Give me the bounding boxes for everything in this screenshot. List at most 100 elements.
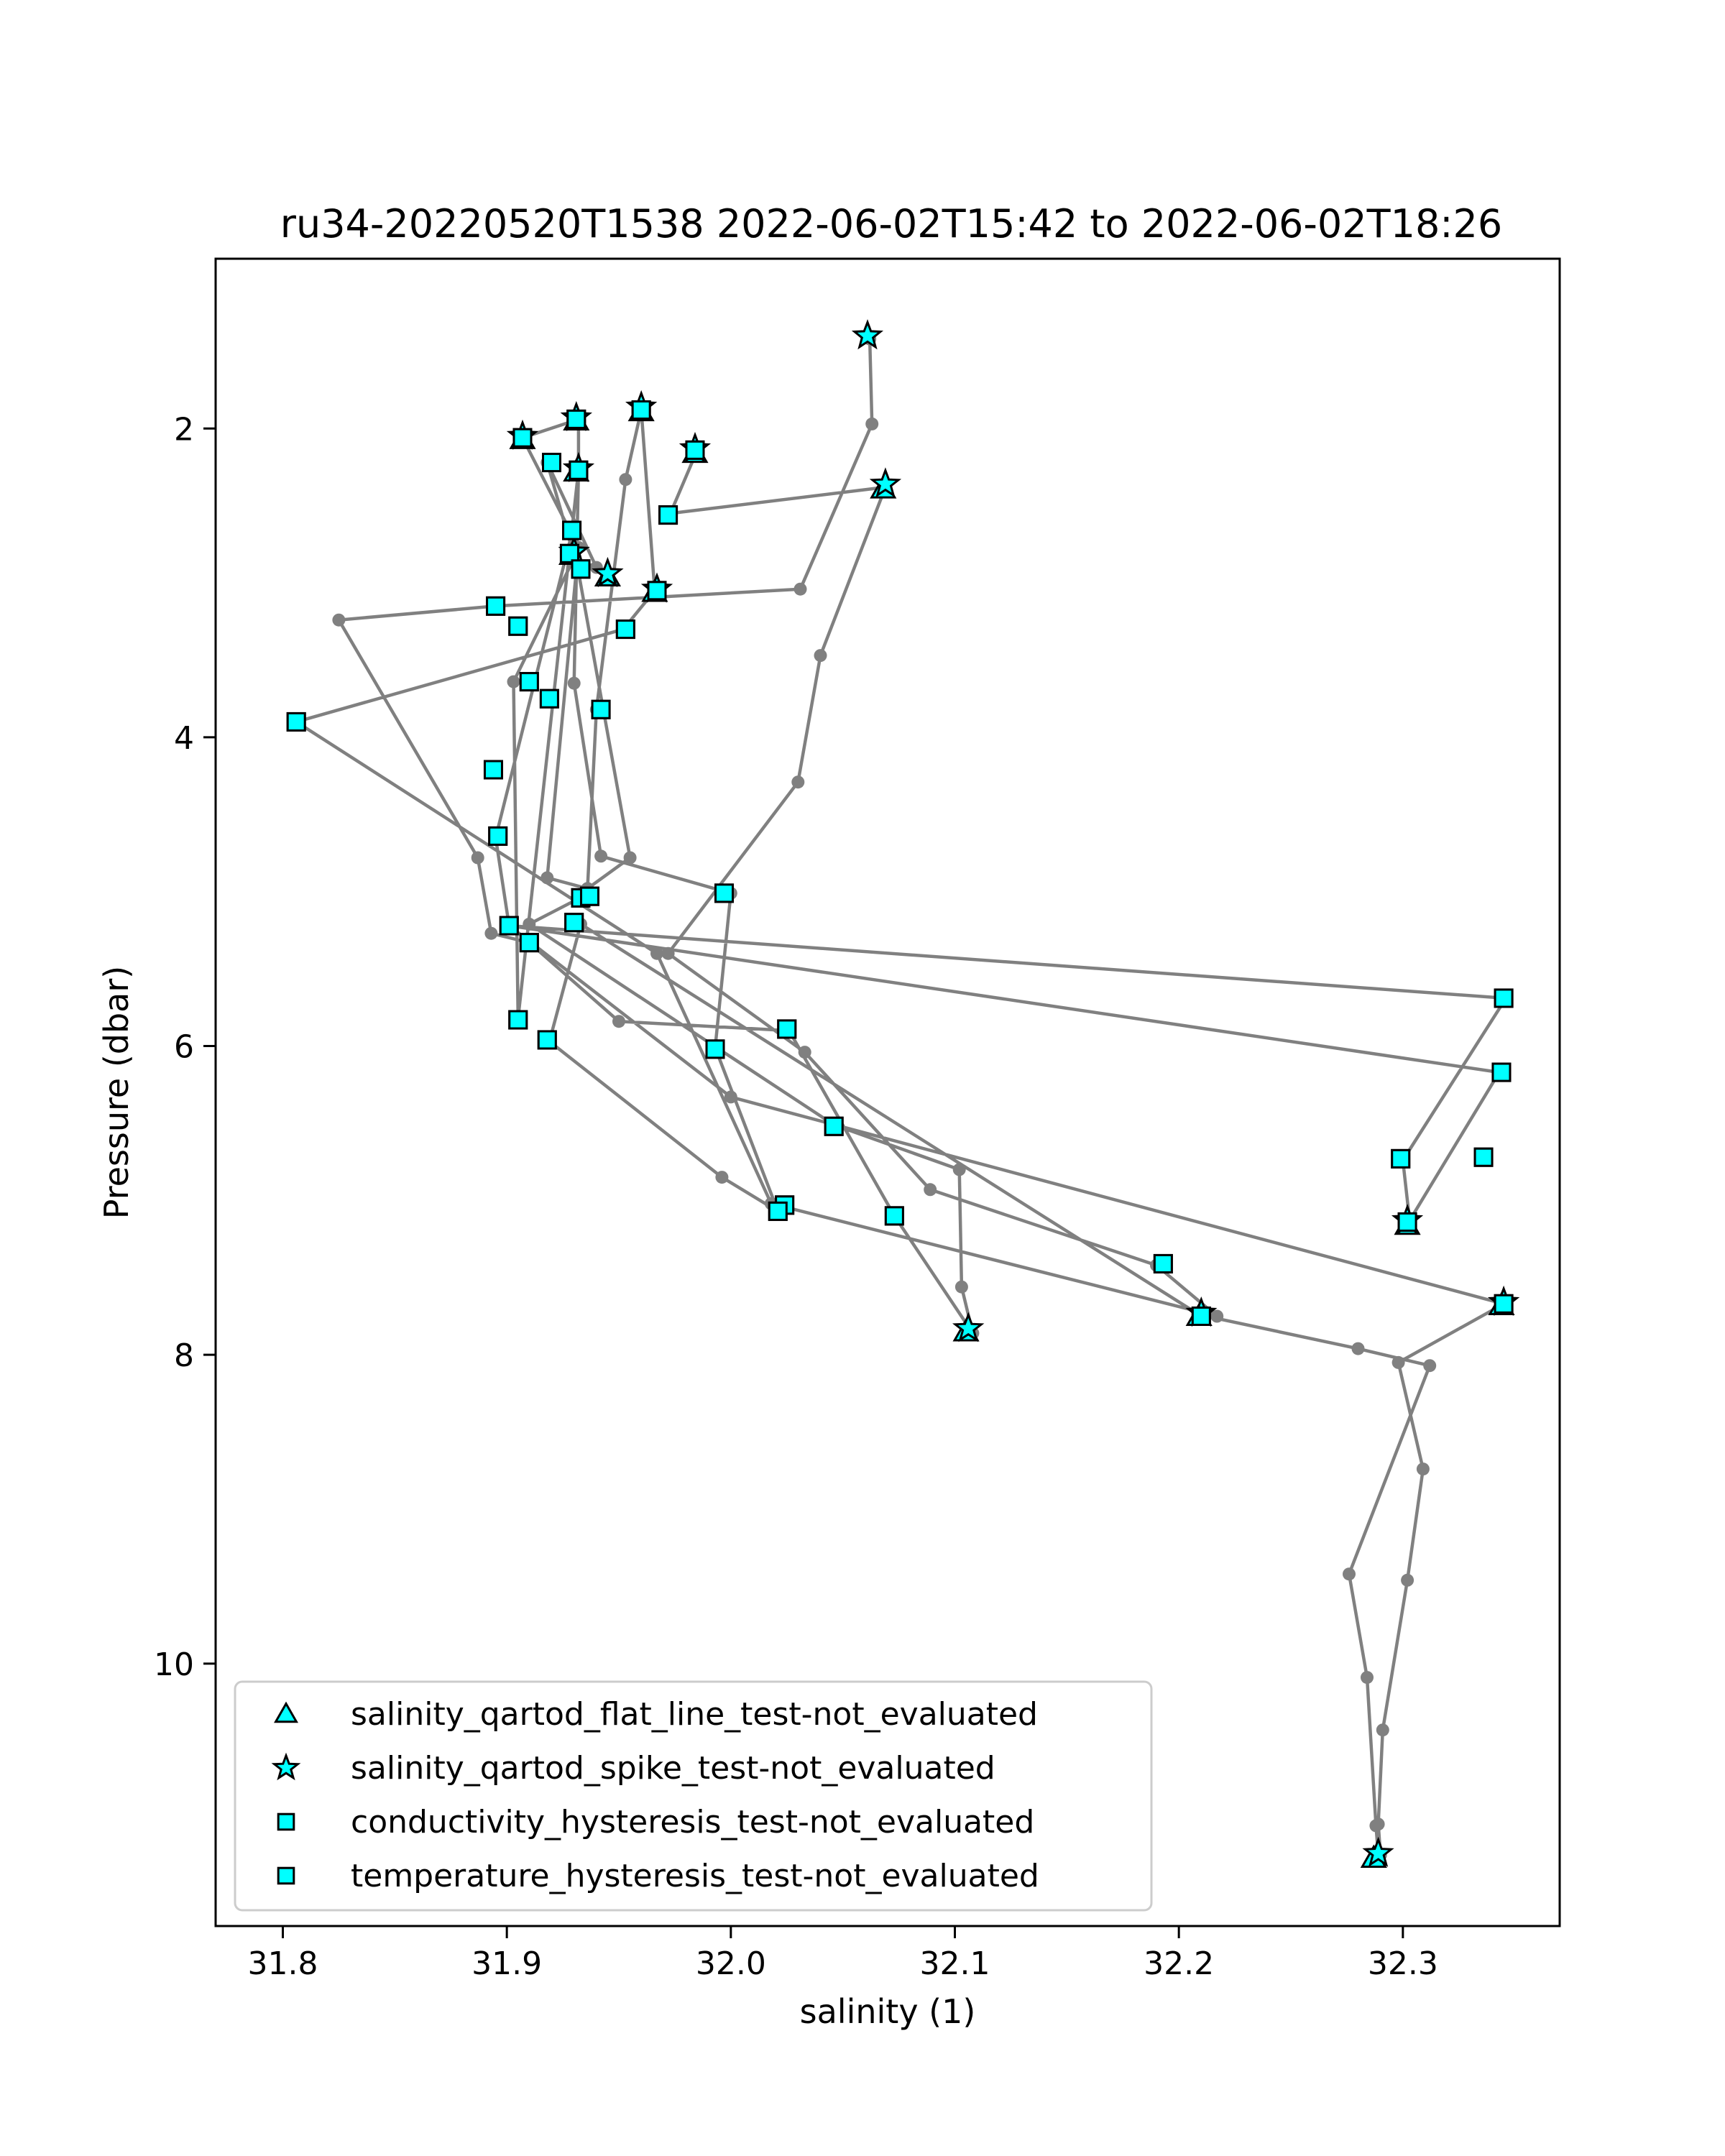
trace-point bbox=[724, 1090, 737, 1104]
series-4-point bbox=[884, 1206, 904, 1226]
plot-frame bbox=[214, 257, 1561, 1927]
legend: salinity_qartod_flat_line_test-not_evalu… bbox=[234, 1680, 1153, 1912]
trace-point bbox=[623, 851, 637, 865]
series-4-point bbox=[488, 826, 508, 846]
legend-marker bbox=[277, 1812, 295, 1831]
series-4-point bbox=[519, 933, 539, 953]
trace-point bbox=[484, 926, 498, 940]
x-axis-label: salinity (1) bbox=[800, 1992, 976, 2031]
trace-point bbox=[1351, 1342, 1365, 1355]
series-4-point bbox=[508, 616, 528, 636]
series-4-point bbox=[519, 672, 539, 692]
trace-point bbox=[567, 676, 581, 690]
trace-point bbox=[1416, 1462, 1430, 1476]
trace-point bbox=[540, 871, 554, 885]
series-4-point bbox=[685, 440, 705, 460]
series-4-point bbox=[542, 453, 561, 473]
series-4-point bbox=[1491, 1062, 1512, 1082]
series-2-point bbox=[851, 319, 884, 350]
trace-point bbox=[507, 675, 520, 688]
series-4-point bbox=[714, 883, 734, 903]
series-4-point bbox=[571, 559, 591, 579]
legend-label: salinity_qartod_spike_test-not_evaluated bbox=[351, 1750, 995, 1787]
y-tick-label: 10 bbox=[154, 1646, 194, 1683]
legend-marker bbox=[277, 1866, 295, 1885]
x-tick-label: 32.1 bbox=[920, 1945, 990, 1982]
trace-point bbox=[952, 1163, 966, 1176]
legend-entry-2: salinity_qartod_spike_test-not_evaluated bbox=[271, 1750, 995, 1787]
trace-point bbox=[954, 1280, 968, 1294]
series-4-point bbox=[768, 1201, 788, 1221]
legend-marker bbox=[271, 1752, 301, 1781]
trace-point bbox=[1392, 1355, 1405, 1369]
series-4-point bbox=[499, 916, 519, 936]
trace-point bbox=[1369, 1819, 1383, 1833]
series-2-point bbox=[1362, 1836, 1394, 1867]
series-4-point bbox=[508, 1010, 528, 1030]
trace-point bbox=[924, 1183, 937, 1197]
series-4-point bbox=[562, 520, 582, 540]
y-tick-label: 6 bbox=[174, 1029, 194, 1066]
x-tick-label: 31.9 bbox=[472, 1945, 542, 1982]
legend-label: conductivity_hysteresis_test-not_evaluat… bbox=[351, 1804, 1034, 1841]
series-4-point bbox=[512, 428, 533, 448]
series-4-point bbox=[566, 409, 586, 429]
trace-point bbox=[798, 1046, 811, 1059]
y-tick-label: 2 bbox=[174, 411, 194, 448]
trace-point bbox=[865, 417, 879, 430]
trace-point bbox=[661, 946, 675, 960]
series-4-point bbox=[569, 460, 589, 480]
axes: 31.8 31.9 32.0 32.1 32.2 32.3 2 4 6 8 10 bbox=[154, 411, 1438, 1982]
legend-entry-4: temperature_hysteresis_test-not_evaluate… bbox=[277, 1858, 1039, 1894]
series-4-point bbox=[658, 505, 678, 525]
trace-point bbox=[1401, 1573, 1414, 1587]
trace-point bbox=[612, 1015, 625, 1028]
trace-point bbox=[619, 473, 632, 487]
series-4-point bbox=[486, 596, 506, 616]
series-4-point bbox=[1191, 1306, 1211, 1326]
series-4-point bbox=[539, 688, 559, 709]
trace-point bbox=[471, 851, 484, 865]
qc-markers bbox=[286, 319, 1520, 1868]
x-tick-label: 32.2 bbox=[1144, 1945, 1214, 1982]
series-4-point bbox=[1473, 1147, 1494, 1167]
trace-point bbox=[594, 849, 608, 863]
y-tick-label: 4 bbox=[174, 720, 194, 757]
chart-title: ru34-20220520T1538 2022-06-02T15:42 to 2… bbox=[280, 201, 1502, 247]
series-4-point bbox=[1494, 1294, 1514, 1314]
series-2-point bbox=[592, 556, 624, 588]
trace-point bbox=[1361, 1671, 1374, 1685]
series-4-point bbox=[537, 1030, 557, 1050]
x-tick-label: 32.0 bbox=[696, 1945, 766, 1982]
trace-point bbox=[1423, 1359, 1437, 1373]
legend-marker bbox=[274, 1701, 298, 1723]
series-4-point bbox=[564, 913, 584, 933]
x-tick-label: 32.3 bbox=[1368, 1945, 1438, 1982]
series-4-point bbox=[777, 1019, 797, 1039]
series-4-point bbox=[286, 711, 306, 732]
trace-point bbox=[715, 1171, 729, 1184]
series-4-point bbox=[631, 400, 651, 420]
x-tick-label: 31.8 bbox=[248, 1945, 318, 1982]
series-4-point bbox=[1153, 1253, 1173, 1273]
series-4-point bbox=[483, 760, 503, 780]
trace-point bbox=[1210, 1309, 1224, 1323]
series-4-point bbox=[824, 1116, 844, 1136]
series-4-point bbox=[705, 1039, 725, 1059]
trace-point bbox=[794, 582, 807, 596]
legend-box bbox=[234, 1680, 1153, 1912]
trace-point bbox=[650, 946, 663, 960]
series-4-point bbox=[615, 619, 635, 640]
legend-label: temperature_hysteresis_test-not_evaluate… bbox=[351, 1858, 1039, 1894]
series-4-point bbox=[591, 699, 611, 719]
legend-entry-1: salinity_qartod_flat_line_test-not_evalu… bbox=[274, 1696, 1038, 1733]
series-4-point bbox=[1397, 1212, 1417, 1232]
series-4-point bbox=[1391, 1148, 1411, 1169]
y-axis-label: Pressure (dbar) bbox=[97, 966, 136, 1219]
trace-point bbox=[523, 917, 536, 931]
trace-point bbox=[332, 613, 346, 627]
series-4-markers bbox=[286, 400, 1514, 1326]
trace-point bbox=[1376, 1723, 1389, 1737]
series-2-point bbox=[869, 467, 902, 498]
